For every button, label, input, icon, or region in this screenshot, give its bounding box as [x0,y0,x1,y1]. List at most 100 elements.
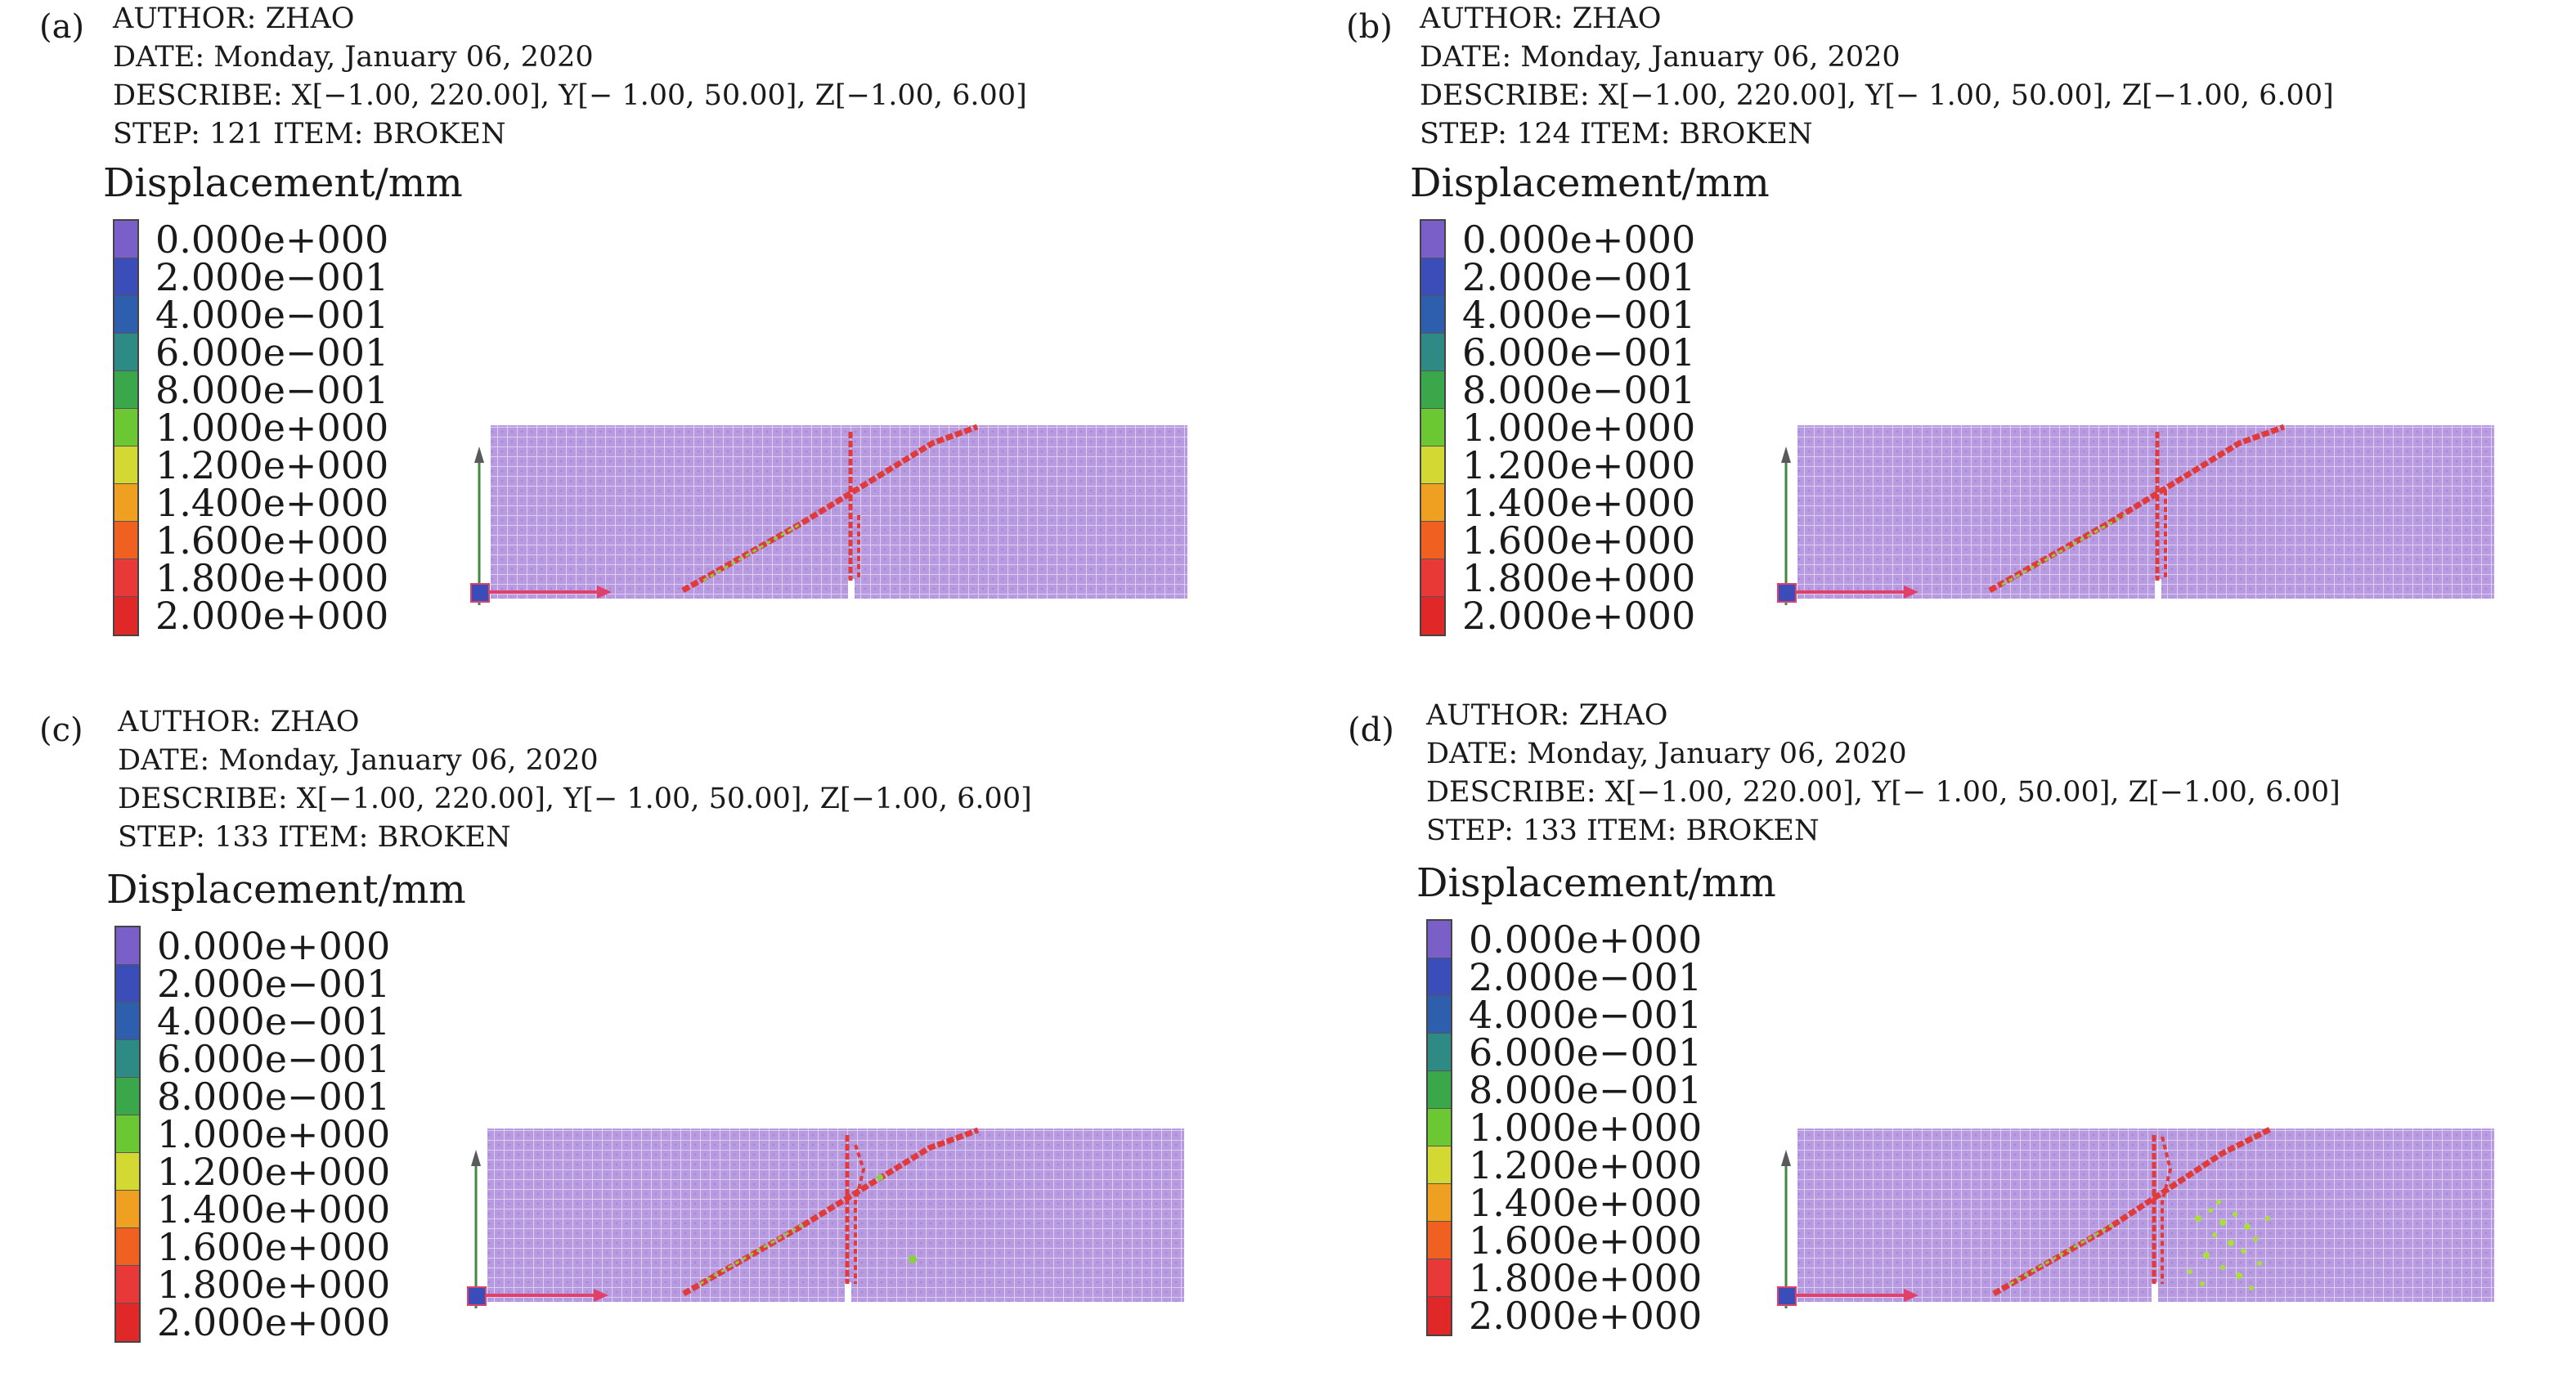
legend-value: 4.000e−001 [155,293,389,337]
author-line: AUTHOR: ZHAO [113,2,355,35]
legend-swatch [1428,1146,1451,1184]
legend-value: 2.000e+000 [1462,594,1696,638]
legend-value: 8.000e−001 [155,368,389,412]
date-line: DATE: Monday, January 06, 2020 [1426,738,1907,770]
legend-value: 2.000e+000 [157,1300,391,1344]
beam-mesh [470,424,1187,605]
legend-value: 1.600e+000 [1469,1218,1703,1263]
legend-swatch [116,1266,139,1303]
legend-value: 2.000e+000 [155,594,389,638]
legend-swatch [1428,1259,1451,1297]
panel-letter: (c) [39,711,83,749]
legend-value: 0.000e+000 [1462,218,1696,262]
beam-body [491,425,1187,599]
legend-title: Displacement/mm [103,160,463,206]
author-line: AUTHOR: ZHAO [1426,699,1668,732]
legend-value: 8.000e−001 [1469,1068,1703,1112]
legend-swatch [1421,597,1444,635]
legend-value: 1.800e+000 [157,1263,391,1307]
legend-value: 1.000e+000 [157,1112,391,1156]
legend-value: 2.000e−001 [1462,255,1696,299]
describe-line: DESCRIBE: X[−1.00, 220.00], Y[− 1.00, 50… [113,79,1027,112]
step-line: STEP: 133 ITEM: BROKEN [118,821,511,854]
legend-value: 1.000e+000 [155,406,389,450]
legend-swatch [116,1003,139,1040]
legend-swatch [114,334,137,371]
beam-body [1797,425,2494,599]
legend-value: 0.000e+000 [1469,918,1703,962]
notch [2155,579,2161,600]
legend-swatch [114,409,137,446]
legend-value: 6.000e−001 [1462,330,1696,375]
beam-mesh [1777,424,2494,605]
legend-value: 6.000e−001 [1469,1030,1703,1075]
legend-swatch [114,484,137,522]
legend-title: Displacement/mm [106,867,466,913]
legend-value: 1.400e+000 [155,481,389,525]
legend-swatch [114,221,137,258]
damage-zone [2188,1200,2270,1290]
legend-value: 4.000e−001 [1462,293,1696,337]
legend-value: 4.000e−001 [157,999,391,1043]
legend-value: 1.200e+000 [1462,443,1696,487]
legend-value: 0.000e+000 [157,924,391,968]
legend-swatch [116,1228,139,1266]
legend-swatch [114,522,137,559]
legend-swatch [1428,996,1451,1034]
notch [845,1282,851,1303]
panel-c: (c) AUTHOR: ZHAO DATE: Monday, January 0… [0,703,1276,1382]
legend-value: 8.000e−001 [1462,368,1696,412]
legend-swatch [1421,446,1444,484]
crack-diagonal-green [702,522,802,582]
legend-swatch [1421,559,1444,597]
notch [2152,1282,2158,1303]
date-line: DATE: Monday, January 06, 2020 [113,41,594,74]
step-line: STEP: 121 ITEM: BROKEN [113,118,506,150]
legend-swatch [116,1191,139,1228]
legend-title: Displacement/mm [1410,160,1770,206]
date-line: DATE: Monday, January 06, 2020 [1420,41,1901,74]
legend-swatch [1421,258,1444,296]
legend-value: 2.000e−001 [157,962,391,1006]
legend-value: 1.400e+000 [157,1187,391,1232]
panel-letter: (a) [39,8,85,46]
legend-swatch [116,1303,139,1341]
date-line: DATE: Monday, January 06, 2020 [118,744,599,777]
crack-diagonal [1988,424,2286,594]
panel-letter: (b) [1346,8,1393,46]
author-line: AUTHOR: ZHAO [1420,2,1662,35]
legend-swatch [1428,1297,1451,1335]
legend-value: 1.400e+000 [1462,481,1696,525]
legend-value: 1.800e+000 [1462,556,1696,600]
axis-x-arrowhead [1904,1289,1919,1302]
legend-swatch [1428,1034,1451,1071]
crack-diagonal [1992,1125,2273,1297]
author-line: AUTHOR: ZHAO [118,706,360,738]
beam-body [1797,1128,2494,1302]
axis-x-arrowhead [1904,586,1919,599]
axis-origin [1777,1286,1797,1306]
beam-mesh [1777,1125,2494,1308]
legend-value: 4.000e−001 [1469,993,1703,1037]
legend-value: 1.200e+000 [157,1150,391,1194]
legend-swatch [114,559,137,597]
notch [848,579,855,600]
axis-origin [470,583,490,603]
legend-value: 0.000e+000 [155,218,389,262]
legend-value: 1.000e+000 [1469,1106,1703,1150]
step-line: STEP: 124 ITEM: BROKEN [1420,118,1813,150]
legend-swatch [116,1040,139,1078]
panel-d: (d) AUTHOR: ZHAO DATE: Monday, January 0… [1307,697,2576,1375]
legend-swatch [116,965,139,1003]
legend-swatch [1428,1109,1451,1146]
beam-body [487,1128,1184,1302]
legend-swatch [114,597,137,635]
step-line: STEP: 133 ITEM: BROKEN [1426,814,1820,847]
crack-diagonal [681,424,979,594]
legend-title: Displacement/mm [1416,860,1776,906]
crack-vertical [2161,1136,2173,1284]
legend-swatch [1421,221,1444,258]
legend-value: 1.800e+000 [155,556,389,600]
legend-value: 6.000e−001 [155,330,389,375]
legend-colorbar [1420,219,1446,636]
